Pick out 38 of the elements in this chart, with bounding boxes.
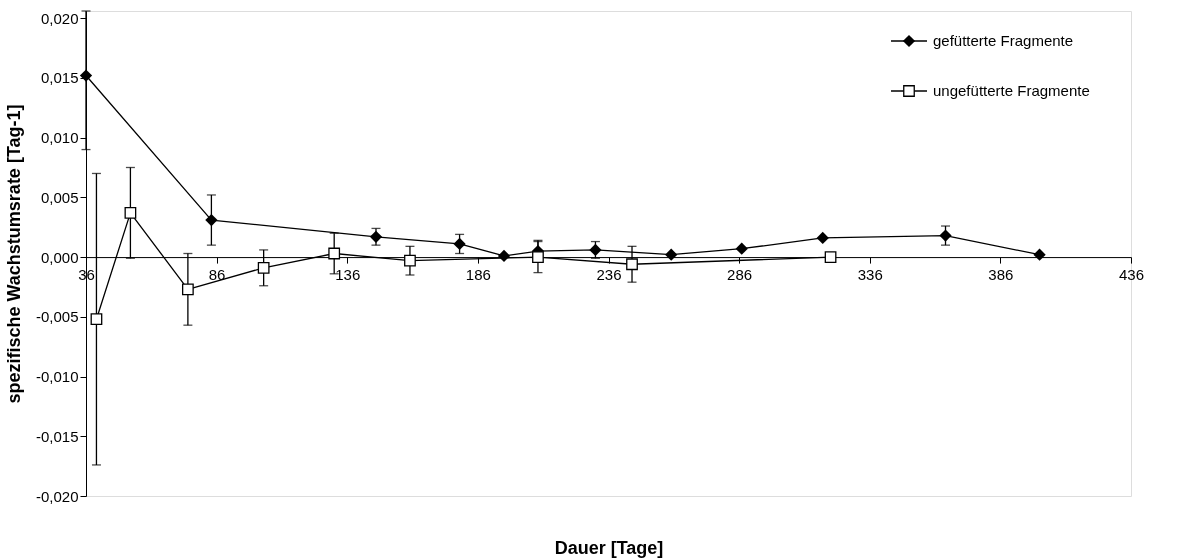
point [824,251,837,263]
y-tick-label: -0,020 [35,487,79,505]
point [205,213,218,227]
point [328,247,341,260]
x-tick-label: 286 [727,265,753,283]
point [816,231,829,245]
point [90,313,103,326]
point [257,261,270,274]
x-tick-label: 436 [1118,265,1145,283]
y-tick-label: 0,000 [40,248,79,266]
point [79,69,93,82]
point [735,242,748,255]
point [939,229,952,242]
x-tick-label: 86 [208,265,226,283]
y-tick-label: -0,015 [35,427,79,445]
x-tick-label: 136 [335,265,361,283]
point [665,248,678,261]
x-tick-label: 236 [596,265,622,283]
x-tick-label: 336 [857,265,883,283]
x-tick-label: 386 [988,265,1014,283]
y-tick-label: 0,005 [40,188,79,206]
y-tick-label: 0,015 [40,69,79,87]
x-axis-title: Dauer [Tage] [554,537,664,558]
x-tick-label: 186 [465,265,491,283]
legend-label: ungefütterte Fragmente [933,82,1090,99]
y-tick-label: 0,020 [40,9,79,27]
y-axis-title: spezifische Wachstumsrate [Tag-1] [3,104,24,404]
point [1033,248,1046,261]
y-tick-label: -0,010 [35,368,79,386]
point [532,251,544,263]
point [626,258,638,271]
y-tick-label: 0,010 [40,129,79,147]
point [181,283,194,296]
y-tick-label: -0,005 [35,308,79,326]
point [404,254,416,267]
point [453,237,466,251]
legend-label: gefütterte Fragmente [933,32,1074,49]
point [124,206,137,219]
